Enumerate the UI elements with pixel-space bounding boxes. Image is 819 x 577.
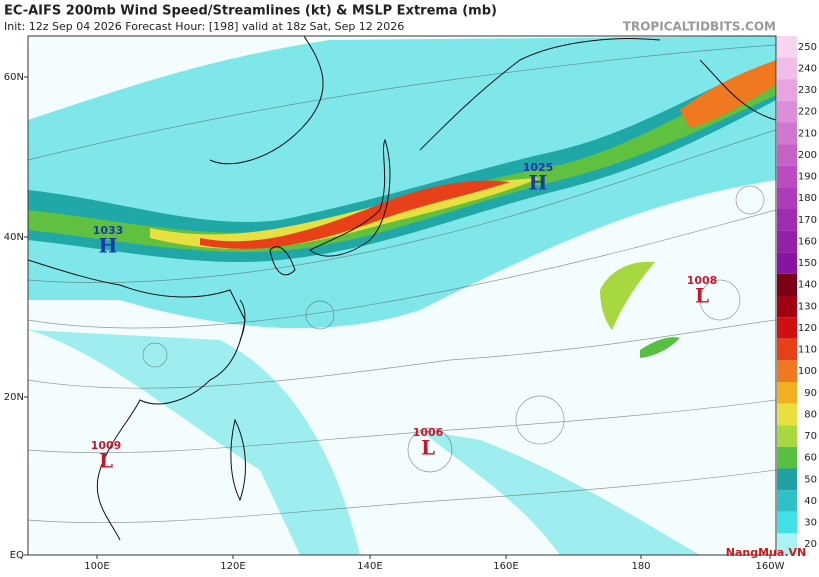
colorbar-box <box>777 446 797 469</box>
colorbar-box <box>777 79 797 101</box>
colorbar-label: 80 <box>804 409 817 420</box>
colorbar-label: 220 <box>798 107 817 118</box>
lat-label: 20N <box>4 392 24 403</box>
lon-label: 160E <box>493 561 518 572</box>
pressure-symbol: L <box>99 449 113 473</box>
colorbar-box <box>777 36 797 58</box>
lon-label: 140E <box>357 561 382 572</box>
lon-label: 100E <box>84 561 109 572</box>
colorbar-label: 190 <box>798 172 817 183</box>
colorbar-label: 110 <box>798 345 817 356</box>
colorbar-label: 160 <box>798 236 817 247</box>
pressure-symbol: H <box>99 234 118 258</box>
colorbar-label: 90 <box>804 388 817 399</box>
colorbar-label: 210 <box>798 128 817 139</box>
pressure-value: 1009 <box>91 439 122 452</box>
subtitle: Init: 12z Sep 04 2026 Forecast Hour: [19… <box>4 20 404 33</box>
colorbar-label: 240 <box>798 63 817 74</box>
colorbar-box <box>777 100 797 123</box>
site: TROPICALTIDBITS.COM <box>623 20 776 34</box>
colorbar-box <box>777 187 797 209</box>
lat-label: EQ <box>10 550 24 561</box>
map <box>27 35 777 556</box>
lat-label: 40N <box>4 232 24 243</box>
colorbar-box <box>777 403 797 426</box>
colorbar-box <box>777 209 797 231</box>
pressure-value: 1008 <box>687 274 718 287</box>
colorbar-box <box>777 295 797 318</box>
colorbar-label: 120 <box>798 323 817 334</box>
lat-label: 60N <box>4 72 24 83</box>
colorbar-label: 70 <box>804 431 817 442</box>
colorbar-box <box>777 382 797 404</box>
pressure-symbol: L <box>695 284 709 308</box>
title: EC-AIFS 200mb Wind Speed/Streamlines (kt… <box>4 4 497 19</box>
colorbar-label: 60 <box>804 453 817 464</box>
colorbar-label: 230 <box>798 85 817 96</box>
colorbar-box <box>777 338 797 361</box>
colorbar-box <box>777 490 797 512</box>
pressure-value: 1006 <box>413 426 444 439</box>
lon-label: 120E <box>220 561 245 572</box>
colorbar-label: 180 <box>798 193 817 204</box>
colorbar-box <box>777 230 797 253</box>
colorbar-box <box>777 252 797 274</box>
colorbar-box <box>777 317 797 339</box>
colorbar-box <box>777 122 797 145</box>
colorbar-label: 140 <box>798 280 817 291</box>
colorbar-box <box>777 533 797 555</box>
colorbar-label: 50 <box>804 474 817 485</box>
colorbar-box <box>777 425 797 447</box>
watermark: NangMua.VN <box>726 546 806 559</box>
colorbar-label: 30 <box>804 518 817 529</box>
lon-label: 180 <box>631 561 650 572</box>
colorbar-label: 200 <box>798 150 817 161</box>
colorbar-box <box>777 57 797 80</box>
colorbar-label: 100 <box>798 366 817 377</box>
colorbar-label: 170 <box>798 215 817 226</box>
colorbar-box <box>777 144 797 166</box>
colorbar-label: 250 <box>798 42 817 53</box>
colorbar-label: 130 <box>798 301 817 312</box>
lon-label: 160W <box>756 561 785 572</box>
colorbar-box <box>777 511 797 534</box>
colorbar-box <box>777 360 797 382</box>
colorbar-label: 20 <box>804 539 817 550</box>
colorbar-box <box>777 165 797 188</box>
colorbar-box <box>777 468 797 491</box>
colorbar-label: 40 <box>804 496 817 507</box>
colorbar-box <box>777 273 797 296</box>
pressure-symbol: L <box>421 436 435 460</box>
pressure-value: 1033 <box>93 224 124 237</box>
pressure-symbol: H <box>529 171 548 195</box>
colorbar-label: 150 <box>798 258 817 269</box>
pressure-value: 1025 <box>523 161 554 174</box>
